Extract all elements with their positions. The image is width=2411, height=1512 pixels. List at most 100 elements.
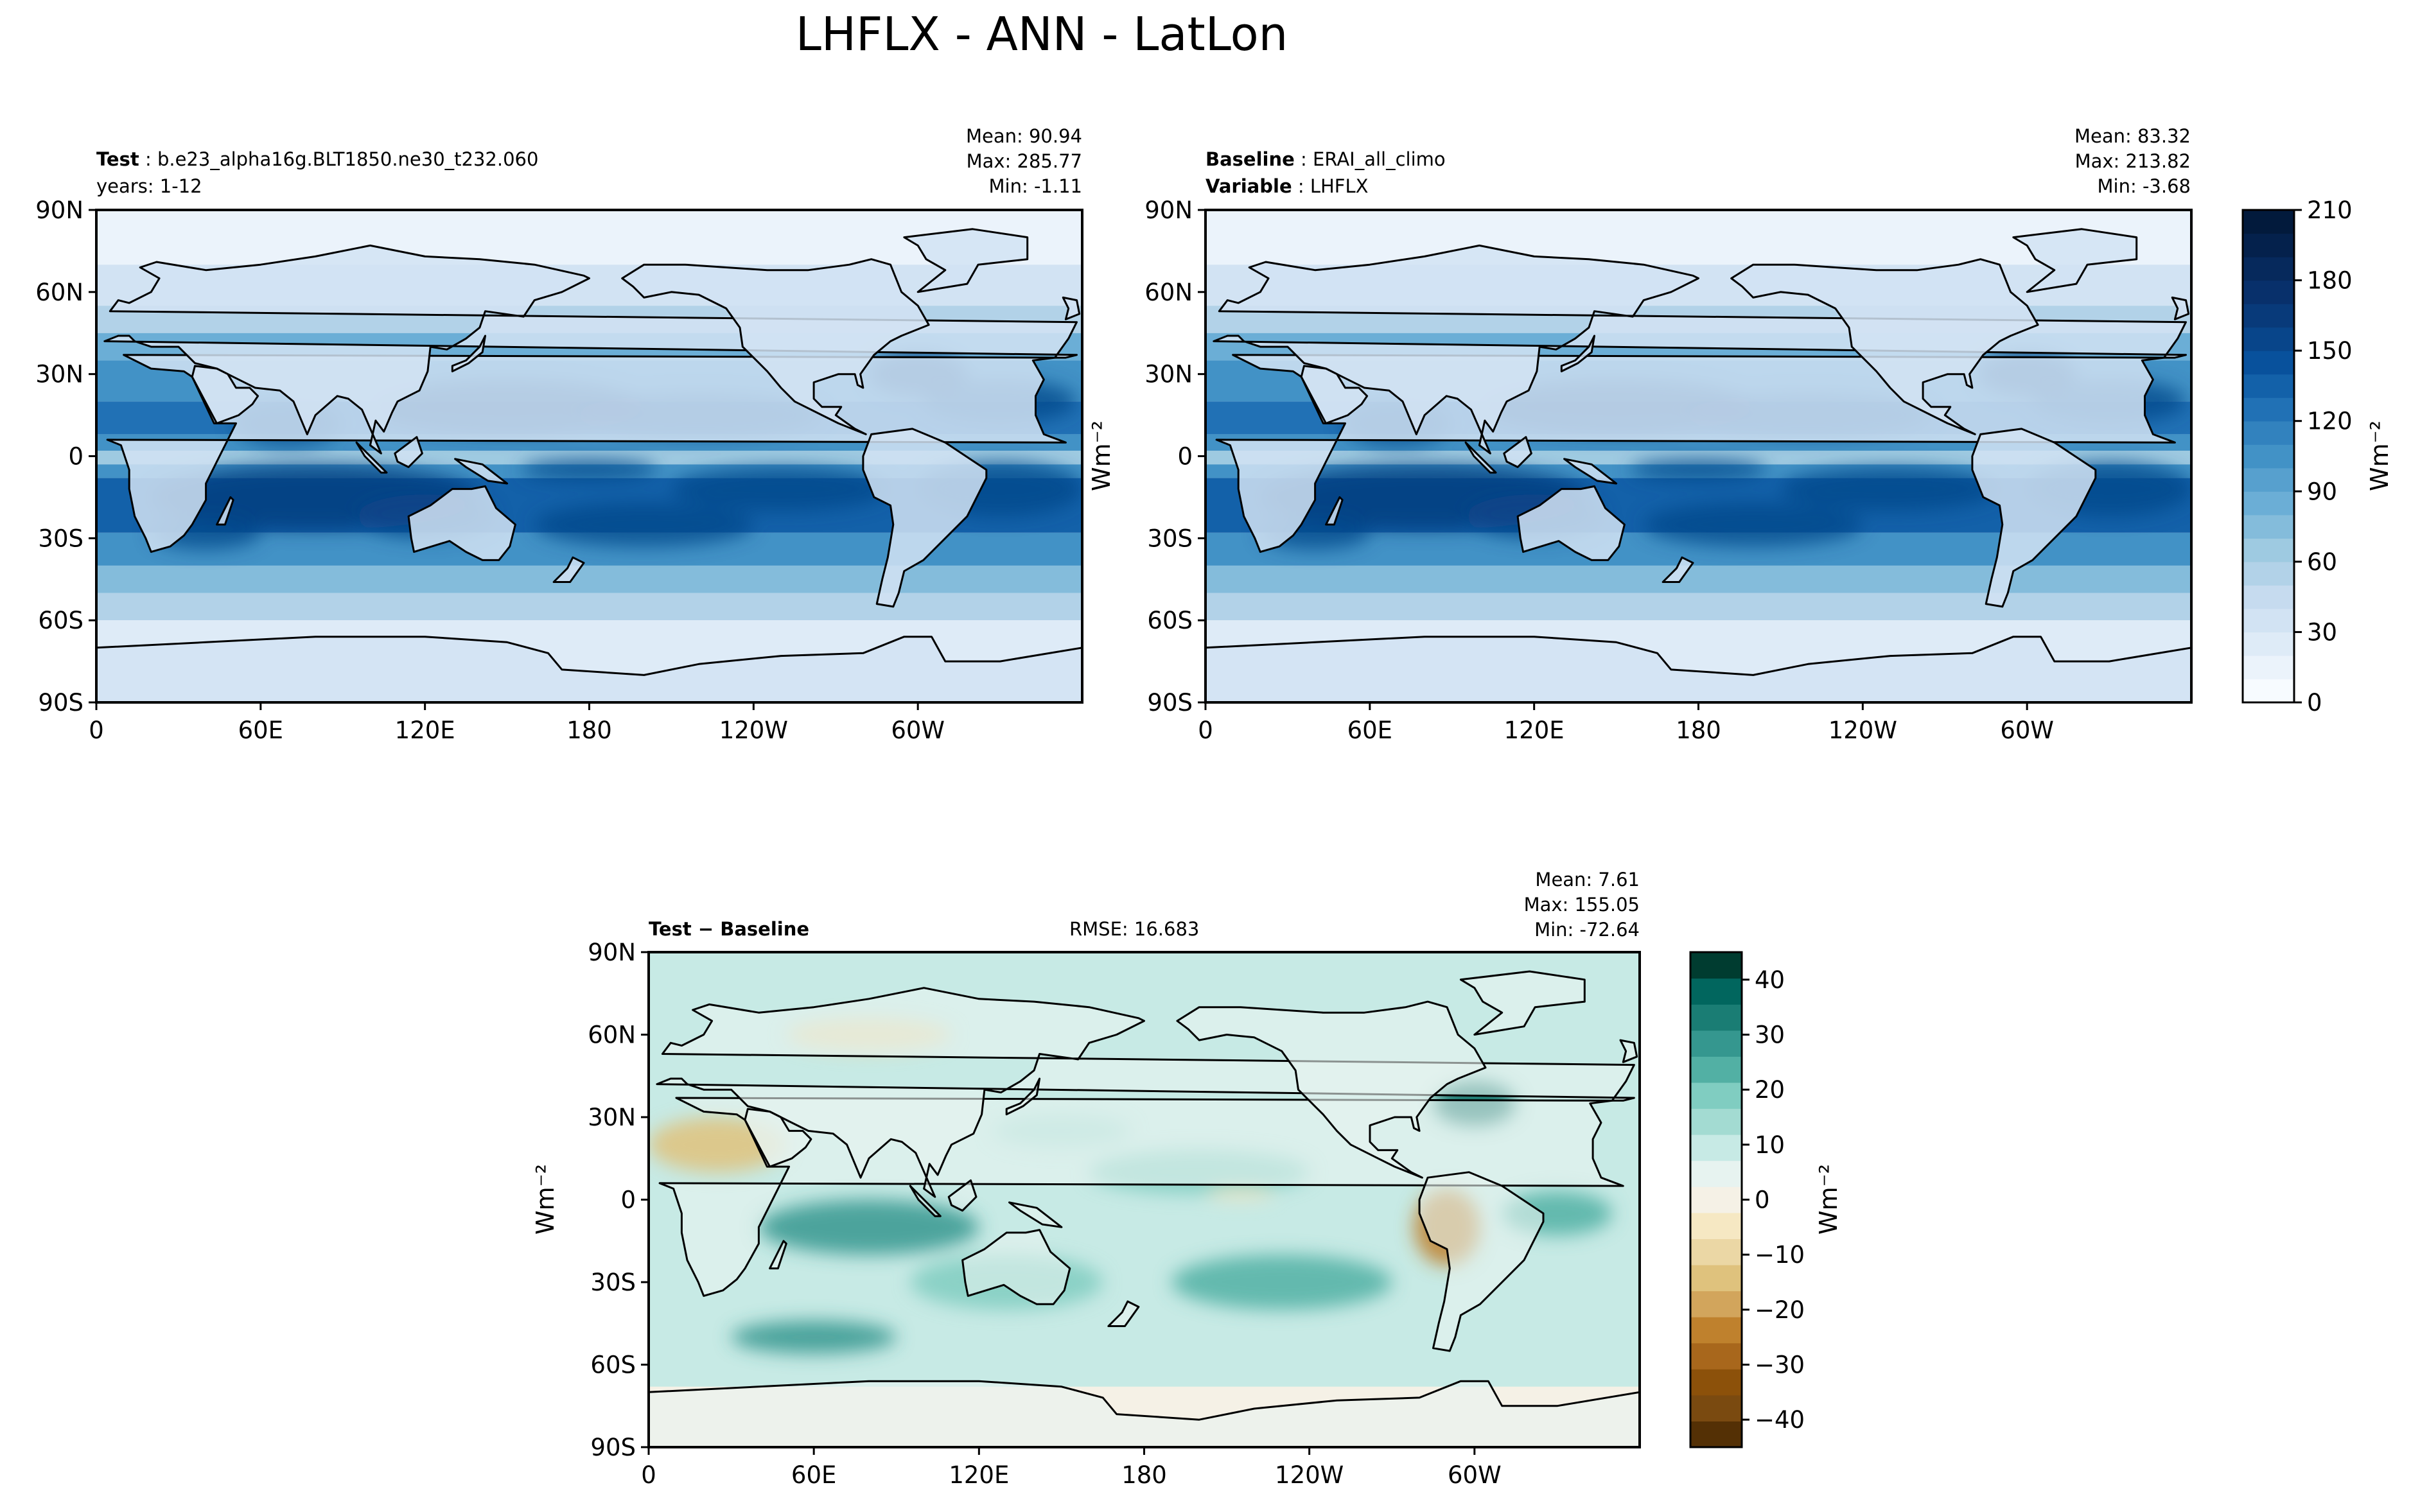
lon-tick-label: 120E [395,717,455,744]
lat-tick-label: 60N [35,279,83,306]
coastline-12 [552,556,585,583]
colorbar-tick-label: 60 [2307,548,2337,576]
colorbar-segment [2243,608,2294,633]
colorbar-segment [2243,632,2294,656]
diff-stat-mean: Mean: 7.61 [1535,869,1640,891]
test-stat-min: Min: -1.11 [989,175,1082,197]
coastline-3 [1176,1000,1487,1179]
coastline-6 [1516,485,1626,561]
colorbar-segment [2243,351,2294,375]
coastline-14 [216,496,234,526]
panel-test: Test : b.e23_alpha16g.BLT1850.ne30_t232.… [35,125,1083,744]
colorbar-segment [1690,952,1742,979]
colorbar-segment [2243,327,2294,351]
variable-label: Variable : LHFLX [1206,175,1369,197]
colorbar-tick-label: 210 [2307,196,2353,224]
lat-tick-label: 30S [1147,525,1193,552]
coastline-12 [1661,556,1694,583]
colorbar-segment [1690,1056,1742,1083]
lat-tick-label: 90N [588,939,636,966]
colorbar-segment [2243,257,2294,281]
diff-label: Test − Baseline [649,918,809,940]
colorbar-tick-label: 30 [1755,1021,1785,1049]
colorbar-segment [2243,444,2294,469]
coastline-8 [909,1185,942,1217]
diff-colorbar-label: Wm⁻² [1814,1164,1843,1235]
colorbar-tick-label: 40 [1755,966,1785,994]
diff-rmse: RMSE: 16.683 [1069,918,1199,940]
coastline-14 [769,1240,787,1270]
coastline-4 [903,228,1029,293]
panel-diff: Test − Baseline RMSE: 16.683 Mean: 7.61 … [531,869,1641,1489]
colorbar-segment [2243,397,2294,422]
coastline-7 [649,1380,1640,1447]
lon-tick-label: 120E [949,1461,1009,1489]
lat-tick-label: 30S [38,525,83,552]
lon-tick-label: 0 [641,1461,656,1489]
baseline-ylabel: Wm⁻² [1087,421,1116,491]
colorbar-segment [1690,978,1742,1005]
colorbar-segment [2243,210,2294,234]
lon-tick-label: 0 [89,717,104,744]
main-colorbar: 210 180 150 120 90 60 30 0 [2241,196,2353,717]
lat-tick-label: 0 [1177,443,1193,471]
lat-tick-label: 30N [588,1104,636,1131]
colorbar-segment [2243,304,2294,328]
lat-tick-label: 30N [35,361,83,388]
colorbar-segment [2243,561,2294,586]
lon-tick-label: 120W [719,717,788,744]
lat-tick-label: 60N [1144,279,1193,306]
lat-tick-label: 30S [590,1269,636,1296]
lat-tick-label: 30N [1144,361,1193,388]
coastline-11 [1560,335,1595,372]
lat-tick-label: 90S [590,1434,636,1461]
lon-tick-label: 60W [1448,1461,1502,1489]
coastline-1 [103,244,1078,455]
colorbar-tick-label: 20 [1755,1076,1785,1104]
colorbar-segment [1690,1134,1742,1161]
coastline-9 [1503,436,1532,468]
coastline-2 [191,365,259,424]
colorbar-segment [2243,655,2294,680]
diff-ylabel: Wm⁻² [531,1164,559,1235]
lon-tick-label: 120E [1504,717,1565,744]
lon-tick-label: 180 [566,717,612,744]
colorbar-segment [1690,1030,1742,1057]
coastline-8 [1464,441,1497,474]
colorbar-segment [1690,1290,1742,1317]
colorbar-tick-label: 10 [1755,1131,1785,1159]
colorbar-segment [1690,1186,1742,1213]
coastline-10 [454,458,509,485]
coastline-5 [1971,428,2097,608]
variable-label-bold: Variable [1206,175,1292,197]
lat-tick-label: 60S [590,1351,636,1379]
diff-stat-min: Min: -72.64 [1534,919,1640,941]
coastline-6 [961,1229,1071,1305]
colorbar-segment [2243,233,2294,257]
test-label-bold: Test [96,148,139,170]
lat-tick-label: 0 [620,1186,636,1214]
lat-tick-label: 90N [1144,196,1193,224]
colorbar-segment [2243,585,2294,609]
lat-tick-label: 60N [588,1021,636,1049]
lon-tick-label: 60E [238,717,283,744]
coastline-4 [2012,228,2138,293]
diff-stat-max: Max: 155.05 [1524,894,1640,916]
coastline-3 [621,258,930,435]
colorbar-segment [2243,538,2294,562]
coastline-11 [1005,1077,1041,1116]
colorbar-tick-label: 90 [2307,478,2337,505]
coastline-0 [106,354,1067,553]
lat-tick-label: 0 [68,443,83,471]
baseline-label-value: ERAI_all_climo [1313,148,1446,170]
colorbar-segment [2243,280,2294,304]
coastline-4 [1459,970,1586,1036]
colorbar-segment [1690,1369,1742,1396]
colorbar-segment [2243,467,2294,492]
lon-tick-label: 120W [1828,717,1897,744]
coastline-0 [658,1097,1624,1297]
